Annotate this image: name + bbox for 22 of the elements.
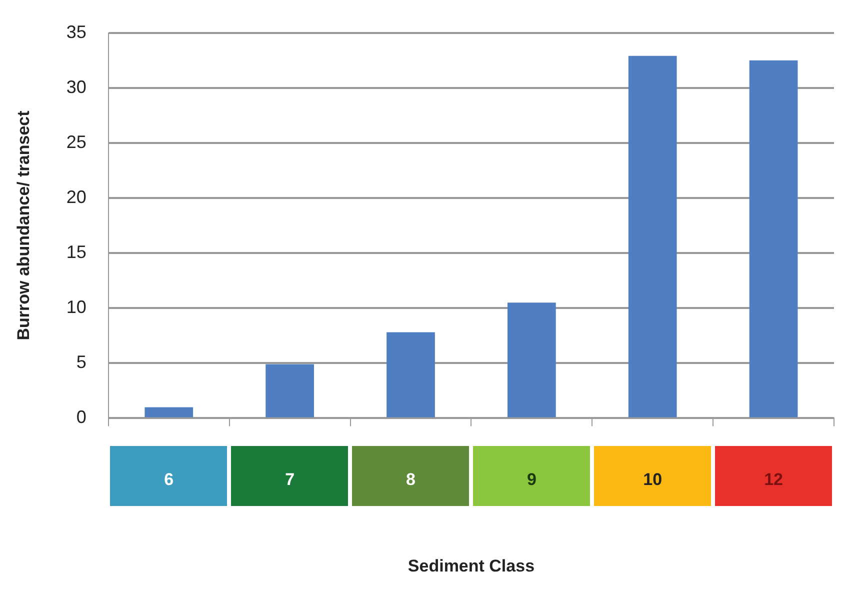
y-tick-label: 5: [76, 352, 86, 372]
x-tick-label: 10: [643, 470, 662, 490]
y-tick-label: 20: [66, 186, 86, 207]
x-tick-label: 12: [764, 470, 783, 490]
y-tick-label: 30: [66, 76, 86, 97]
x-tick-label: 8: [406, 470, 416, 490]
y-tick-label: 10: [66, 297, 86, 318]
bar: [386, 332, 435, 418]
y-tick-label: 25: [66, 132, 86, 152]
x-tick-label: 6: [164, 470, 174, 490]
bar: [144, 407, 194, 418]
y-axis-title: Burrow abundance/ transect: [14, 110, 33, 340]
y-tick-label: 0: [76, 407, 86, 428]
y-tick-label: 15: [66, 242, 86, 262]
bar: [266, 364, 314, 418]
x-axis-title: Sediment Class: [408, 556, 535, 576]
y-tick-label: 35: [66, 22, 86, 42]
x-tick-label: 7: [285, 470, 295, 490]
x-tick-label: 9: [526, 470, 536, 490]
bar: [749, 60, 798, 418]
bar: [507, 302, 556, 418]
bar: [628, 56, 677, 418]
